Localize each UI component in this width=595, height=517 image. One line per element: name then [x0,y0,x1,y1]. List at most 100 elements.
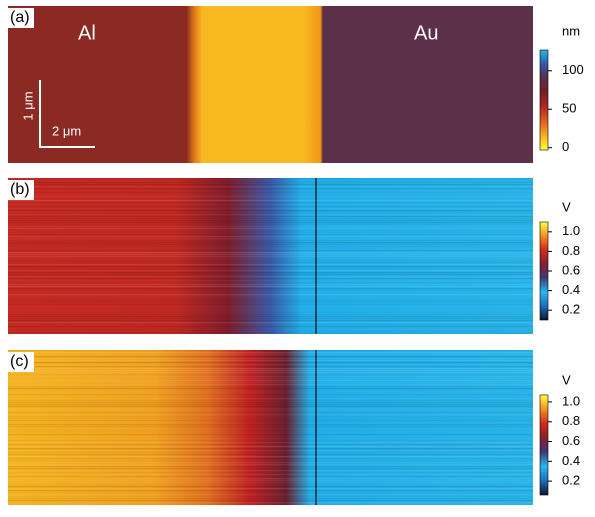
stripe [8,378,533,380]
stripe [8,434,533,436]
stripe [8,424,533,426]
stripe [8,316,533,318]
stripe [8,210,533,212]
stripe [8,292,533,293]
stripe [8,490,533,492]
stripe [8,358,533,360]
stripe [8,478,533,480]
stripe [8,428,533,429]
stripe [8,256,533,258]
stripe [8,362,533,364]
stripe [8,402,533,404]
stripe [8,356,533,358]
stripe [8,190,533,191]
afm-image [8,6,533,163]
stripe [8,454,533,456]
stripe [8,502,533,504]
tick-label: 0.6 [562,262,580,277]
stripe [8,482,533,484]
stripe [8,354,533,356]
colorbar [539,221,549,321]
stripe [8,180,533,181]
stripe [8,416,533,417]
stripe [8,396,533,397]
stripe [8,498,533,500]
stripe [8,252,533,254]
stripe [8,302,533,304]
panel-label: (a) [10,9,30,26]
stripe [8,422,533,423]
tick-label: 100 [562,62,584,77]
stripe [8,442,533,444]
stripe [8,266,533,268]
stripe [8,420,533,422]
stripe [8,394,533,396]
stripe [8,188,533,190]
stripe [8,430,533,431]
stripe [8,288,533,290]
colorbar-label: nm [562,23,580,38]
stripe [8,286,533,288]
stripe [8,270,533,272]
stripe [8,352,533,354]
tick-label: 0.6 [562,433,580,448]
stripe [8,306,533,307]
stripe [8,206,533,208]
stripe [8,436,533,437]
stripe [8,330,533,331]
tick-label: 0.2 [562,473,580,488]
stripe [8,276,533,278]
stripe [8,192,533,193]
stripe [8,268,533,270]
colorbar-label: V [562,372,571,387]
stripe [8,214,533,216]
stripe [8,284,533,286]
stripe [8,448,533,450]
stripe [8,366,533,368]
kpfm-image [8,178,533,334]
stripe [8,438,533,439]
tick-label: 0.8 [562,243,580,258]
scale-label: 1 μm [20,91,35,120]
stripe [8,458,533,460]
stripe [8,326,533,328]
stripe [8,274,533,276]
stripe [8,238,533,239]
stripe [8,492,533,493]
stripe [8,196,533,198]
stripe [8,462,533,464]
stripe [8,236,533,238]
stripe [8,324,533,326]
tick-label: 0.2 [562,302,580,317]
stripe [8,296,533,297]
stripe [8,222,533,224]
stripe [8,216,533,218]
stripe [8,224,533,225]
tick-label: 0.4 [562,453,580,468]
stripe [8,496,533,497]
stripe [8,198,533,199]
stripe [8,382,533,384]
stripe [8,476,533,478]
stripe [8,392,533,393]
label-bg [8,8,34,28]
stripe [8,310,533,311]
tick-label: 1.0 [562,393,580,408]
kpfm-image [8,350,533,505]
annotation: Al [78,22,96,44]
stripe [8,408,533,410]
stripe [8,254,533,256]
stripe [8,488,533,490]
stripes [8,178,533,504]
stripe [8,178,533,180]
stripe [8,200,533,202]
stripe [8,452,533,453]
colorbar-label: V [562,199,571,214]
scale-label: 2 μm [52,123,81,138]
stripe [8,418,533,419]
colorbar [539,394,549,496]
stripe [8,194,533,195]
stripe [8,432,533,433]
stripe [8,218,533,220]
